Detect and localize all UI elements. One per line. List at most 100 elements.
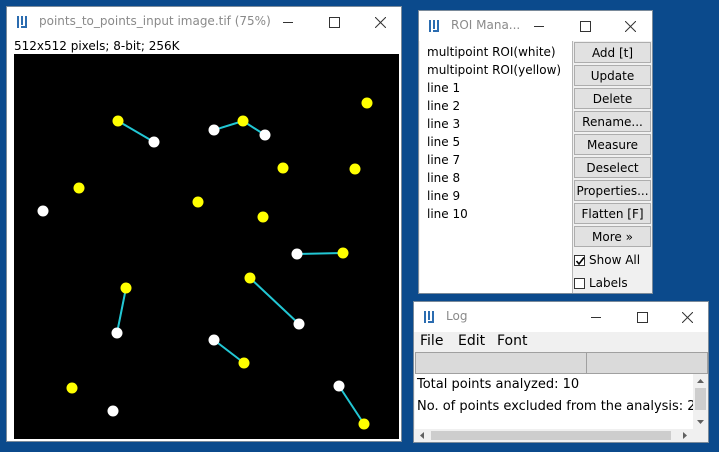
show-all-label: Show All: [589, 253, 641, 267]
vertical-scrollbar[interactable]: [693, 374, 708, 429]
checkbox-checked-icon: [574, 254, 585, 266]
white-point: [107, 405, 119, 417]
white-point: [291, 248, 303, 260]
log-menubar: File Edit Font: [415, 332, 707, 352]
log-window[interactable]: Log File Edit Font Total points analyzed…: [413, 301, 709, 443]
roi-line: [213, 339, 245, 364]
log-titlebar[interactable]: Log: [414, 302, 708, 332]
white-points: [37, 124, 345, 417]
yellow-point: [277, 162, 289, 174]
roi-list-item[interactable]: multipoint ROI(white): [427, 45, 556, 59]
yellow-point: [361, 97, 373, 109]
yellow-point: [73, 182, 85, 194]
imagej-icon: [423, 310, 437, 324]
yellow-point: [244, 272, 256, 284]
roi-list-item[interactable]: line 9: [427, 189, 461, 203]
flatten-button[interactable]: Flatten [F]: [574, 203, 651, 224]
add-button[interactable]: Add [t]: [574, 42, 651, 63]
menu-edit[interactable]: Edit: [458, 333, 486, 349]
scroll-down-icon[interactable]: [693, 416, 708, 428]
scroll-right-icon[interactable]: [679, 429, 691, 442]
white-point: [259, 129, 271, 141]
yellow-point: [66, 382, 78, 394]
maximize-button[interactable]: [311, 7, 357, 37]
measure-button[interactable]: Measure: [574, 134, 651, 155]
more-button[interactable]: More »: [574, 226, 651, 247]
update-button[interactable]: Update: [574, 65, 651, 86]
scrollbar-thumb[interactable]: [431, 431, 671, 440]
labels-checkbox[interactable]: Labels: [574, 274, 628, 292]
minimize-button[interactable]: [573, 302, 619, 332]
minimize-icon: [534, 26, 544, 27]
roi-list-item[interactable]: line 7: [427, 153, 461, 167]
imagej-icon: [16, 15, 30, 29]
close-button[interactable]: [357, 7, 403, 37]
yellow-point: [337, 247, 349, 259]
close-button[interactable]: [664, 302, 710, 332]
log-line: No. of points excluded from the analysis…: [417, 399, 696, 414]
roi-manager-titlebar[interactable]: ROI Mana...: [419, 11, 652, 41]
rename-button[interactable]: Rename...: [574, 111, 651, 132]
white-point: [37, 205, 49, 217]
maximize-icon: [636, 311, 648, 323]
roi-list-item[interactable]: line 10: [427, 207, 468, 221]
menu-file[interactable]: File: [420, 333, 444, 349]
white-point: [333, 380, 345, 392]
yellow-point: [257, 211, 269, 223]
roi-line: [117, 120, 155, 143]
roi-list-item[interactable]: line 1: [427, 81, 461, 95]
scroll-up-icon[interactable]: [693, 375, 708, 387]
image-overlay: [37, 97, 373, 430]
yellow-point: [120, 282, 132, 294]
scroll-left-icon[interactable]: [416, 429, 428, 442]
white-point: [208, 334, 220, 346]
minimize-button[interactable]: [265, 7, 311, 37]
menu-font[interactable]: Font: [497, 333, 528, 349]
log-column-header[interactable]: [586, 352, 708, 374]
roi-manager-window[interactable]: ROI Mana... multipoint ROI(white) multip…: [418, 10, 653, 294]
roi-list[interactable]: multipoint ROI(white) multipoint ROI(yel…: [420, 41, 573, 293]
maximize-icon: [579, 20, 591, 32]
window-title: ROI Mana...: [451, 18, 521, 32]
image-canvas[interactable]: [14, 54, 399, 439]
roi-list-item[interactable]: line 5: [427, 135, 461, 149]
maximize-button[interactable]: [562, 11, 608, 41]
close-icon: [374, 16, 386, 28]
window-title: points_to_points_input image.tif (75%): [39, 14, 271, 28]
horizontal-scrollbar[interactable]: [415, 429, 693, 442]
white-point: [148, 136, 160, 148]
minimize-button[interactable]: [516, 11, 562, 41]
roi-line: [296, 252, 344, 255]
minimize-icon: [283, 22, 293, 23]
image-info: 512x512 pixels; 8-bit; 256K: [14, 39, 180, 53]
yellow-point: [237, 115, 249, 127]
line-rois: [116, 120, 365, 425]
log-line: Total points analyzed: 10: [417, 377, 580, 392]
close-button[interactable]: [607, 11, 653, 41]
log-text-area[interactable]: Total points analyzed: 10 No. of points …: [415, 374, 696, 429]
imagej-icon: [428, 19, 442, 33]
scrollbar-thumb[interactable]: [695, 388, 706, 410]
roi-list-item[interactable]: line 3: [427, 117, 461, 131]
deselect-button[interactable]: Deselect: [574, 157, 651, 178]
roi-line: [338, 385, 365, 425]
roi-list-item[interactable]: multipoint ROI(yellow): [427, 63, 562, 77]
delete-button[interactable]: Delete: [574, 88, 651, 109]
roi-list-item[interactable]: line 2: [427, 99, 461, 113]
image-window[interactable]: points_to_points_input image.tif (75%) 5…: [6, 6, 402, 442]
maximize-button[interactable]: [619, 302, 665, 332]
roi-line: [249, 277, 300, 325]
maximize-icon: [328, 16, 340, 28]
yellow-point: [349, 163, 361, 175]
properties-button[interactable]: Properties...: [574, 180, 651, 201]
image-window-titlebar[interactable]: points_to_points_input image.tif (75%): [7, 7, 401, 37]
window-title: Log: [446, 309, 468, 323]
show-all-checkbox[interactable]: Show All: [574, 251, 640, 269]
yellow-points: [66, 97, 373, 430]
roi-list-item[interactable]: line 8: [427, 171, 461, 185]
log-column-header[interactable]: [415, 352, 587, 374]
labels-label: Labels: [589, 276, 628, 290]
checkbox-empty-icon: [574, 277, 585, 289]
yellow-point: [112, 115, 124, 127]
white-point: [111, 327, 123, 339]
